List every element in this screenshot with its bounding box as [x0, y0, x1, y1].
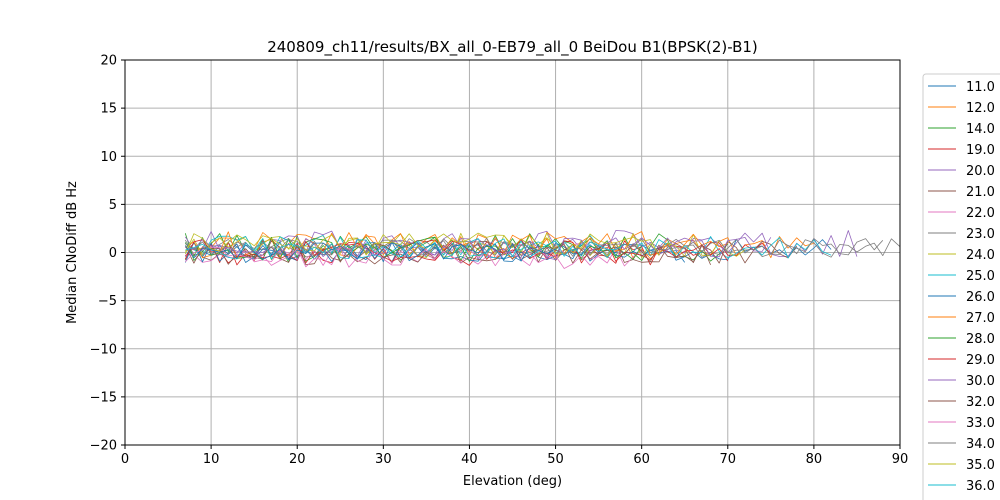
x-tick-label: 50	[547, 452, 564, 467]
x-tick-label: 60	[633, 452, 650, 467]
y-tick-label: 20	[100, 54, 117, 69]
legend-label: 26.0	[966, 290, 995, 305]
legend-label: 32.0	[966, 395, 995, 410]
series-layer	[184, 230, 901, 269]
series-line-24-0	[184, 232, 746, 259]
x-tick-label: 80	[806, 452, 823, 467]
legend-label: 21.0	[966, 185, 995, 200]
series-line-33-0	[185, 246, 599, 269]
chart-title: 240809_ch11/results/BX_all_0-EB79_all_0 …	[267, 38, 758, 57]
legend-label: 27.0	[966, 311, 995, 326]
legend-label: 19.0	[966, 143, 995, 158]
x-tick-label: 30	[375, 452, 392, 467]
y-tick-label: −5	[98, 294, 117, 309]
y-tick-label: 10	[100, 150, 117, 165]
axis-ticks: 0 10 20 30 40 50 60 70 80 90 −20 −15 −10 −5 0 5 10 15 20	[90, 54, 909, 468]
legend-label: 20.0	[966, 164, 995, 179]
legend-label: 24.0	[966, 248, 995, 263]
legend-label: 36.0	[966, 479, 995, 494]
legend-label: 23.0	[966, 227, 995, 242]
x-axis-label: Elevation (deg)	[463, 474, 562, 489]
legend-label: 30.0	[966, 374, 995, 389]
legend-box	[922, 73, 1000, 500]
x-tick-label: 90	[892, 452, 909, 467]
legend-label: 25.0	[966, 269, 995, 284]
legend-label: 29.0	[966, 353, 995, 368]
y-tick-label: 15	[100, 102, 117, 117]
legend-label: 35.0	[966, 458, 995, 473]
y-tick-label: −10	[90, 342, 117, 357]
x-tick-label: 20	[289, 452, 306, 467]
legend-label: 14.0	[966, 122, 995, 137]
series-line-11-0	[184, 238, 832, 263]
x-tick-label: 70	[720, 452, 737, 467]
series-line-37-0	[184, 242, 556, 262]
legend-label: 33.0	[966, 416, 995, 431]
legend-label: 11.0	[966, 80, 995, 95]
x-tick-label: 40	[461, 452, 478, 467]
legend-label: 34.0	[966, 437, 995, 452]
y-axis-label: Median CNoDiff dB Hz	[65, 181, 80, 324]
y-tick-label: 0	[109, 246, 117, 261]
legend-label: 28.0	[966, 332, 995, 347]
x-tick-label: 0	[121, 452, 129, 467]
series-line-35-0	[184, 232, 660, 256]
legend-label: 22.0	[966, 206, 995, 221]
y-tick-label: −15	[90, 390, 117, 405]
legend-label: 12.0	[966, 101, 995, 116]
legend: 11.0 12.0 14.0 19.0 20.0 21.0 22.0 23.0 24.0 25.0…	[922, 73, 1000, 500]
y-tick-label: −20	[90, 439, 117, 454]
y-tick-label: 5	[109, 198, 117, 213]
series-line-29-0	[184, 238, 729, 264]
x-tick-label: 10	[203, 452, 220, 467]
